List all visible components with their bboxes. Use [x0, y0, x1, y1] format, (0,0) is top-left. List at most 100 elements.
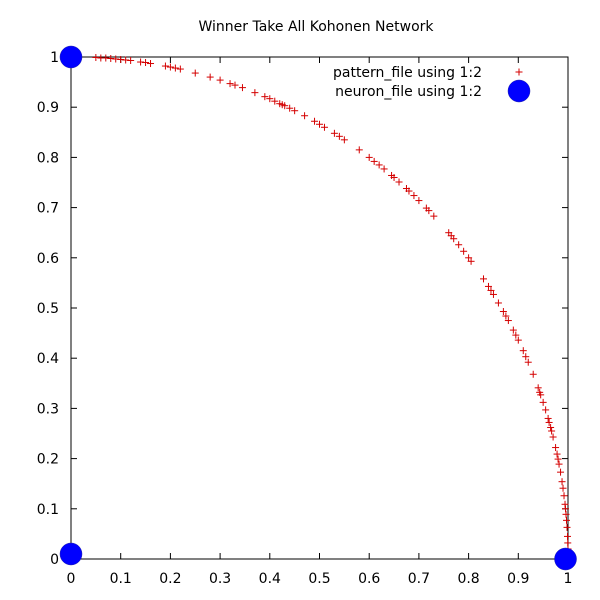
- y-tick-label: 1: [50, 50, 59, 66]
- pattern-point: [251, 89, 259, 97]
- neuron-series: [59, 45, 577, 571]
- pattern-point: [494, 299, 502, 307]
- pattern-point: [447, 232, 455, 240]
- pattern-point: [271, 97, 279, 105]
- pattern-point: [552, 444, 560, 452]
- chart-title: Winner Take All Kohonen Network: [198, 19, 434, 35]
- y-tick-label: 0.3: [37, 401, 59, 417]
- pattern-point: [226, 80, 234, 88]
- pattern-point: [558, 478, 566, 486]
- x-tick-label: 0.8: [457, 571, 479, 587]
- legend-plus-marker: [515, 68, 523, 76]
- pattern-point: [365, 153, 373, 161]
- pattern-point: [402, 185, 410, 193]
- pattern-point: [502, 312, 510, 320]
- pattern-point: [147, 60, 155, 68]
- pattern-point: [548, 427, 556, 435]
- pattern-point: [480, 275, 488, 283]
- pattern-point: [514, 336, 522, 344]
- pattern-point: [487, 286, 495, 294]
- y-tick-label: 0.7: [37, 201, 59, 217]
- pattern-point: [266, 95, 274, 103]
- pattern-point: [311, 117, 319, 125]
- pattern-point: [460, 247, 468, 255]
- pattern-point: [112, 55, 120, 63]
- pattern-point: [340, 136, 348, 144]
- pattern-point: [529, 370, 537, 378]
- pattern-point: [564, 539, 572, 547]
- pattern-point: [102, 54, 110, 62]
- pattern-point: [430, 212, 438, 220]
- pattern-point: [465, 254, 473, 262]
- pattern-point: [564, 532, 572, 540]
- pattern-point: [291, 107, 299, 115]
- pattern-point: [563, 523, 571, 531]
- pattern-point: [542, 406, 550, 414]
- pattern-point: [554, 455, 562, 463]
- pattern-point: [380, 165, 388, 173]
- pattern-point: [127, 57, 135, 65]
- pattern-point: [560, 492, 568, 500]
- pattern-point: [547, 423, 555, 431]
- pattern-point: [504, 317, 512, 325]
- pattern-point: [524, 358, 532, 366]
- pattern-point: [206, 73, 214, 81]
- pattern-point: [355, 146, 363, 154]
- y-tick-label: 0.2: [37, 452, 59, 468]
- pattern-point: [335, 132, 343, 140]
- pattern-point: [142, 59, 150, 67]
- pattern-point: [563, 516, 571, 524]
- legend-circle-marker: [507, 79, 531, 103]
- pattern-point: [92, 54, 100, 62]
- legend-marker-pattern: [515, 68, 523, 76]
- pattern-point: [545, 418, 553, 426]
- pattern-point: [137, 58, 145, 66]
- pattern-point: [557, 468, 565, 476]
- pattern-point: [553, 450, 561, 458]
- pattern-point: [320, 123, 328, 131]
- pattern-point: [161, 62, 169, 70]
- x-tick-label: 0.4: [259, 571, 281, 587]
- pattern-point: [415, 197, 423, 205]
- pattern-point: [191, 69, 199, 77]
- x-tick-label: 1: [564, 571, 573, 587]
- x-axis-ticks: 0 0.1 0.2 0.3 0.4 0.5 0.6 0.7 0.8 0.9 1: [67, 57, 573, 587]
- x-tick-label: 0.5: [308, 571, 330, 587]
- pattern-point: [107, 55, 115, 63]
- y-tick-label: 0.1: [37, 502, 59, 518]
- pattern-point: [216, 76, 224, 84]
- pattern-point: [261, 93, 269, 101]
- pattern-point: [388, 171, 396, 179]
- pattern-point: [536, 388, 544, 396]
- pattern-point: [375, 161, 383, 169]
- pattern-point: [122, 56, 130, 64]
- pattern-point: [555, 460, 563, 468]
- pattern-point: [499, 308, 507, 316]
- pattern-point: [395, 178, 403, 186]
- pattern-point: [176, 65, 184, 73]
- pattern-series: [92, 54, 572, 553]
- pattern-point: [562, 510, 570, 518]
- pattern-point: [422, 204, 430, 212]
- pattern-point: [467, 257, 475, 265]
- pattern-point: [330, 129, 338, 137]
- pattern-point: [117, 56, 125, 64]
- neuron-point: [59, 542, 83, 566]
- x-tick-label: 0.1: [110, 571, 132, 587]
- neuron-point: [554, 547, 577, 571]
- y-tick-label: 0.9: [37, 100, 59, 116]
- neuron-point: [59, 45, 83, 69]
- pattern-point: [512, 331, 520, 339]
- pattern-point: [509, 326, 517, 334]
- pattern-point: [278, 101, 286, 109]
- pattern-point: [455, 241, 463, 249]
- x-tick-label: 0.2: [159, 571, 181, 587]
- legend: pattern_file using 1:2 neuron_file using…: [333, 65, 531, 103]
- pattern-point: [484, 282, 492, 290]
- pattern-point: [544, 414, 552, 422]
- pattern-point: [559, 484, 567, 492]
- y-tick-label: 0.4: [37, 351, 59, 367]
- pattern-point: [522, 353, 530, 361]
- pattern-point: [370, 157, 378, 165]
